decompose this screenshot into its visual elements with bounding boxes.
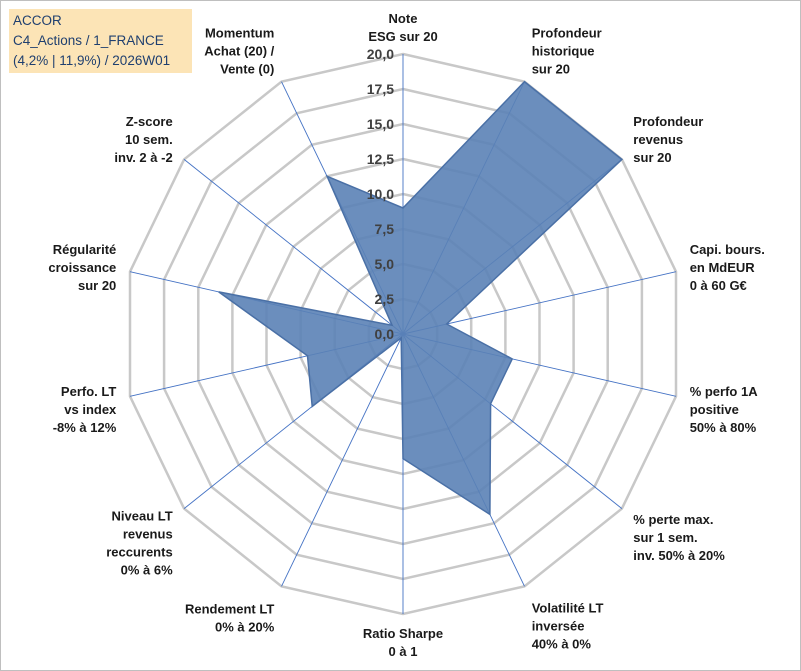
axis-label: Profondeur revenus sur 20 (633, 114, 703, 165)
radar-axis-labels: Note ESG sur 20 Profondeur historique sur 20… (48, 11, 764, 659)
axis-label-line: en MdEUR (690, 260, 756, 275)
tick-label: 15,0 (367, 116, 394, 132)
axis-label-line: revenus (123, 527, 173, 542)
tick-label: 17,5 (367, 81, 394, 97)
axis-label-line: 0 à 60 G€ (690, 278, 747, 293)
axis-label: Perfo. LT vs index -8% à 12% (53, 384, 117, 435)
axis-label-line: historique (532, 44, 595, 59)
axis-spoke (281, 333, 404, 587)
axis-label: Rendement LT 0% à 20% (185, 601, 275, 634)
axis-label-line: Niveau LT (112, 509, 173, 524)
axis-spoke (183, 159, 404, 335)
axis-label: % perfo 1A positive 50% à 80% (690, 384, 759, 435)
radar-tick-labels: 0,0 2,5 5,0 7,5 10,0 12,5 15,0 17,5 20,0 (367, 46, 394, 342)
axis-label-line: Profondeur (532, 26, 602, 41)
tick-label: 5,0 (375, 256, 395, 272)
axis-label-line: 0 à 1 (389, 644, 418, 659)
axis-label: Profondeur historique sur 20 (532, 26, 602, 77)
axis-label-line: inv. 50% à 20% (633, 548, 725, 563)
axis-label-line: Ratio Sharpe (363, 626, 443, 641)
axis-label-line: 10 sem. (125, 132, 173, 147)
axis-label: % perte max. sur 1 sem. inv. 50% à 20% (633, 512, 725, 563)
axis-label-line: Rendement LT (185, 601, 274, 616)
axis-label-line: 50% à 80% (690, 420, 757, 435)
axis-label-line: Note (389, 11, 418, 26)
chart-title-box: ACCOR C4_Actions / 1_FRANCE (4,2% | 11,9… (9, 9, 192, 73)
axis-label-line: revenus (633, 132, 683, 147)
axis-label: Ratio Sharpe 0 à 1 (363, 626, 443, 659)
axis-label-line: sur 1 sem. (633, 530, 697, 545)
chart-title-line-1: ACCOR (13, 13, 62, 28)
axis-label-line: Capi. bours. (690, 242, 765, 257)
axis-label-line: inv. 2 à -2 (114, 150, 172, 165)
tick-label: 12,5 (367, 151, 394, 167)
axis-label-line: Perfo. LT (61, 384, 116, 399)
axis-label-line: sur 20 (78, 278, 116, 293)
axis-label-line: inversée (532, 618, 585, 633)
axis-label: Régularité croissance sur 20 (48, 242, 116, 293)
axis-label: Niveau LT revenus reccurents 0% à 6% (106, 509, 173, 578)
axis-label-line: sur 20 (633, 150, 671, 165)
axis-label-line: Z-score (126, 114, 173, 129)
axis-label-line: ESG sur 20 (368, 29, 437, 44)
axis-label-line: Momentum (205, 26, 274, 41)
axis-label-line: % perfo 1A (690, 384, 759, 399)
axis-label-line: Achat (20) / (204, 44, 274, 59)
axis-label-line: sur 20 (532, 62, 570, 77)
axis-label: Volatilité LT inversée 40% à 0% (532, 600, 604, 651)
chart-title-line-3: (4,2% | 11,9%) / 2026W01 (13, 53, 171, 68)
axis-label-line: croissance (48, 260, 116, 275)
axis-label-line: Vente (0) (220, 62, 274, 77)
axis-label-line: Volatilité LT (532, 600, 604, 615)
axis-label-line: Profondeur (633, 114, 703, 129)
axis-label: Capi. bours. en MdEUR 0 à 60 G€ (690, 242, 765, 293)
axis-spoke (402, 271, 677, 335)
axis-label-line: Régularité (53, 242, 117, 257)
axis-label-line: 0% à 20% (215, 619, 275, 634)
axis-label: Z-score 10 sem. inv. 2 à -2 (114, 114, 172, 165)
axis-label-line: vs index (64, 402, 117, 417)
tick-label: 0,0 (375, 326, 395, 342)
tick-label: 7,5 (375, 221, 395, 237)
tick-label: 2,5 (375, 291, 395, 307)
axis-label-line: 40% à 0% (532, 636, 592, 651)
axis-label-line: positive (690, 402, 739, 417)
axis-label-line: reccurents (106, 545, 172, 560)
series-area (218, 80, 624, 516)
tick-label: 10,0 (367, 186, 394, 202)
axis-label-line: -8% à 12% (53, 420, 117, 435)
axis-label-line: % perte max. (633, 512, 713, 527)
axis-label: Note ESG sur 20 (368, 11, 437, 44)
radar-series (218, 80, 624, 516)
axis-label: Momentum Achat (20) / Vente (0) (204, 26, 274, 77)
tick-label: 20,0 (367, 46, 394, 62)
axis-label-line: 0% à 6% (121, 563, 173, 578)
chart-title-line-2: C4_Actions / 1_FRANCE (13, 33, 164, 48)
